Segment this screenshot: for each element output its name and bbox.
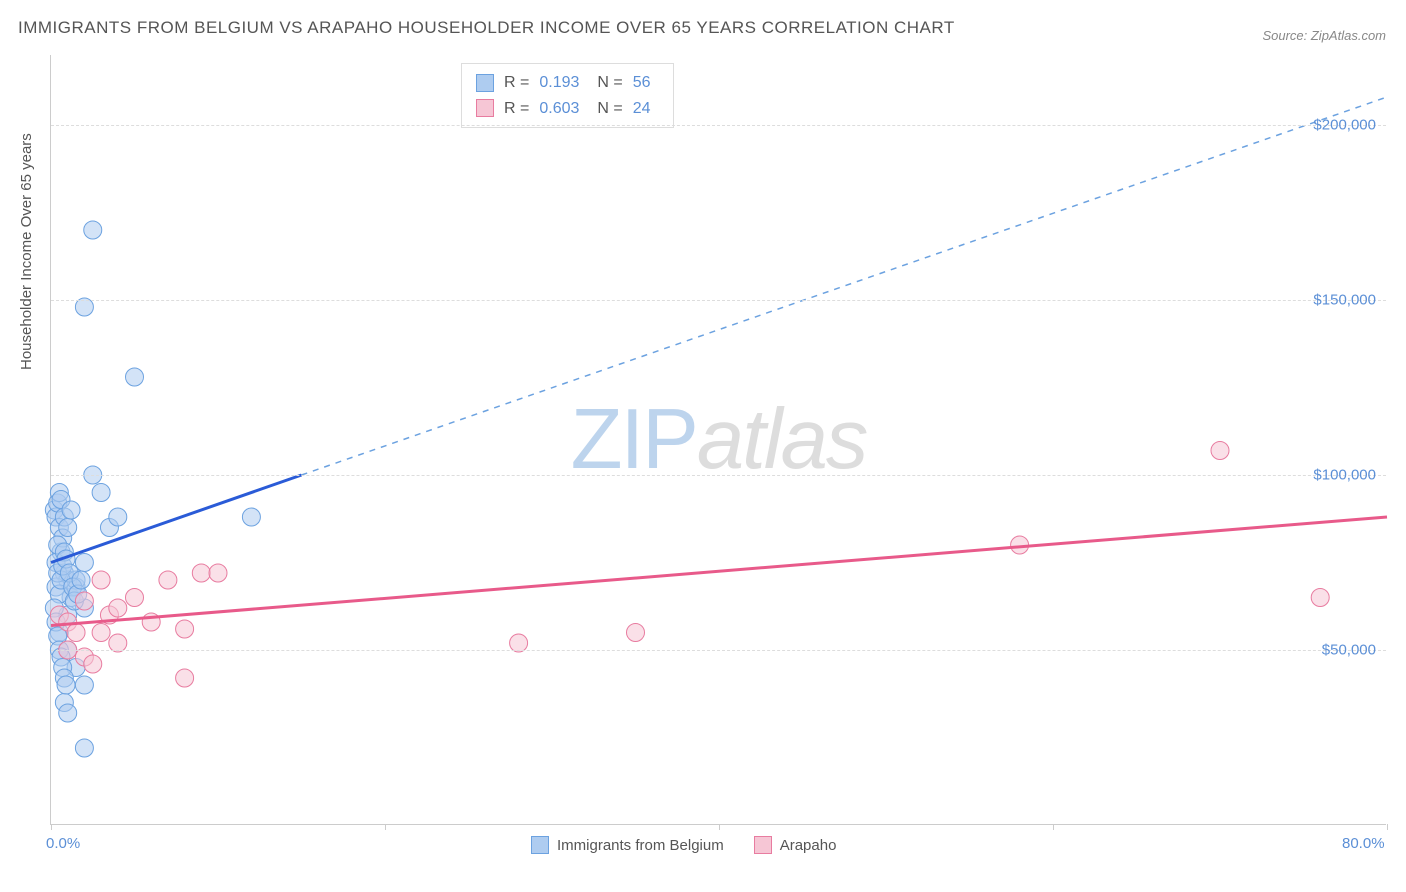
regression-line-dashed xyxy=(302,97,1388,475)
legend-bottom-swatch-0 xyxy=(531,836,549,854)
x-tick xyxy=(51,824,52,830)
data-point xyxy=(84,221,102,239)
legend-n-value-1: 24 xyxy=(633,96,651,122)
chart-title: IMMIGRANTS FROM BELGIUM VS ARAPAHO HOUSE… xyxy=(18,18,955,38)
legend-series: Immigrants from Belgium Arapaho xyxy=(531,836,836,854)
data-point xyxy=(92,571,110,589)
legend-n-label-0: N = xyxy=(597,70,622,96)
y-tick-label: $150,000 xyxy=(1313,292,1376,309)
x-tick xyxy=(719,824,720,830)
legend-n-value-0: 56 xyxy=(633,70,651,96)
y-tick-label: $50,000 xyxy=(1322,642,1376,659)
data-point xyxy=(59,519,77,537)
legend-r-value-0: 0.193 xyxy=(539,70,579,96)
chart-container: IMMIGRANTS FROM BELGIUM VS ARAPAHO HOUSE… xyxy=(0,0,1406,892)
legend-swatch-1 xyxy=(476,99,494,117)
data-point xyxy=(75,592,93,610)
regression-line xyxy=(51,517,1387,626)
data-point xyxy=(62,501,80,519)
data-point xyxy=(126,589,144,607)
legend-item-0: Immigrants from Belgium xyxy=(531,836,724,854)
legend-bottom-label-0: Immigrants from Belgium xyxy=(557,837,724,854)
data-point xyxy=(72,571,90,589)
data-point xyxy=(126,368,144,386)
data-point xyxy=(75,676,93,694)
data-point xyxy=(627,624,645,642)
data-point xyxy=(242,508,260,526)
data-point xyxy=(75,739,93,757)
x-tick xyxy=(1053,824,1054,830)
data-point xyxy=(92,484,110,502)
data-point xyxy=(59,704,77,722)
data-point xyxy=(109,508,127,526)
data-point xyxy=(176,620,194,638)
gridline-h xyxy=(51,300,1386,301)
legend-r-value-1: 0.603 xyxy=(539,96,579,122)
x-tick-label: 80.0% xyxy=(1342,835,1385,852)
data-point xyxy=(84,655,102,673)
legend-bottom-swatch-1 xyxy=(754,836,772,854)
legend-correlation: R = 0.193 N = 56 R = 0.603 N = 24 xyxy=(461,63,674,128)
y-tick-label: $100,000 xyxy=(1313,467,1376,484)
gridline-h xyxy=(51,650,1386,651)
regression-line xyxy=(51,475,302,563)
legend-row-1: R = 0.603 N = 24 xyxy=(476,96,659,122)
chart-svg xyxy=(51,55,1386,824)
data-point xyxy=(92,624,110,642)
data-point xyxy=(1311,589,1329,607)
y-tick-label: $200,000 xyxy=(1313,117,1376,134)
gridline-h xyxy=(51,125,1386,126)
legend-item-1: Arapaho xyxy=(754,836,837,854)
y-axis-title: Householder Income Over 65 years xyxy=(18,133,35,370)
data-point xyxy=(75,554,93,572)
legend-row-0: R = 0.193 N = 56 xyxy=(476,70,659,96)
x-tick xyxy=(385,824,386,830)
data-point xyxy=(176,669,194,687)
data-point xyxy=(209,564,227,582)
data-point xyxy=(109,599,127,617)
data-point xyxy=(192,564,210,582)
data-point xyxy=(67,624,85,642)
data-point xyxy=(1211,442,1229,460)
legend-r-label-0: R = xyxy=(504,70,529,96)
plot-area: ZIPatlas R = 0.193 N = 56 R = 0.603 N = … xyxy=(50,55,1386,825)
x-tick xyxy=(1387,824,1388,830)
data-point xyxy=(57,676,75,694)
legend-swatch-0 xyxy=(476,74,494,92)
legend-bottom-label-1: Arapaho xyxy=(780,837,837,854)
gridline-h xyxy=(51,475,1386,476)
data-point xyxy=(159,571,177,589)
source-attribution: Source: ZipAtlas.com xyxy=(1262,28,1386,43)
legend-n-label-1: N = xyxy=(597,96,622,122)
legend-r-label-1: R = xyxy=(504,96,529,122)
x-tick-label: 0.0% xyxy=(46,835,80,852)
